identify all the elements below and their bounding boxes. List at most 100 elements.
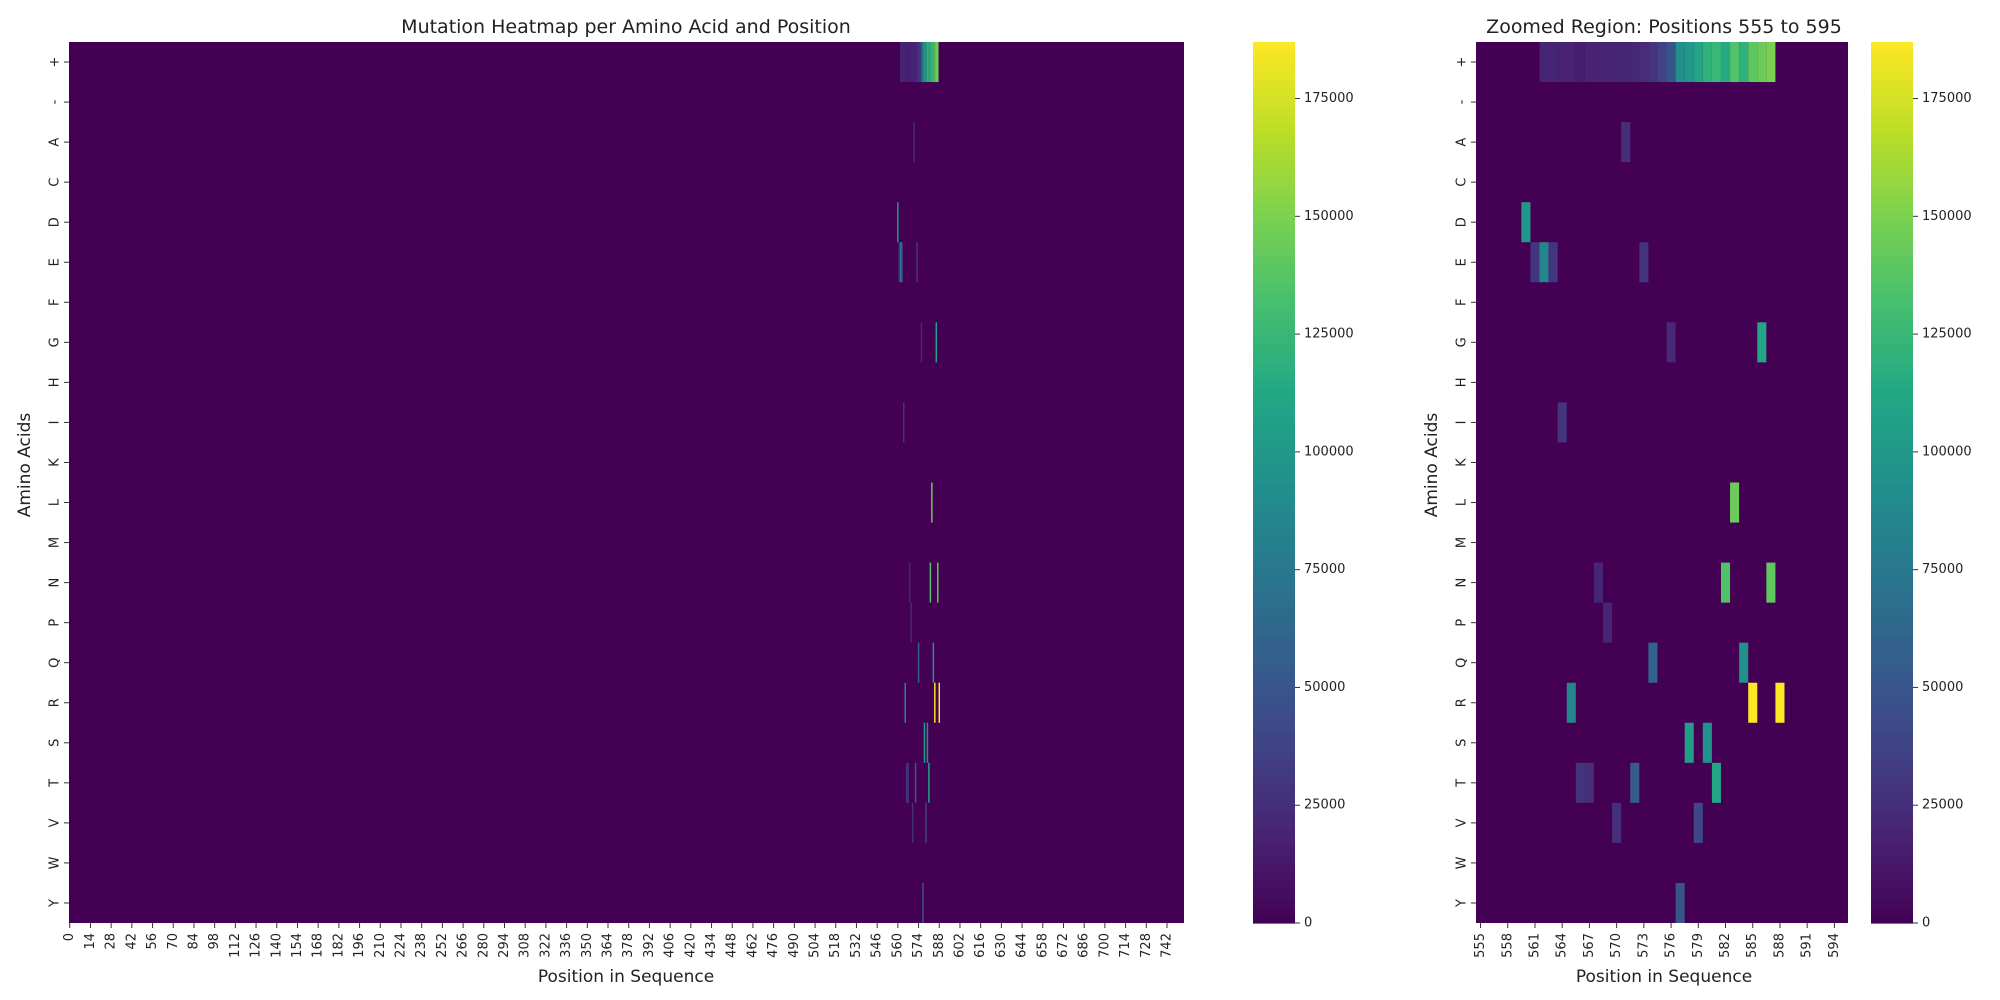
main-colorbar-segment	[1253, 78, 1295, 87]
main-y-tick-label: A	[48, 138, 63, 147]
zoom-colorbar-segment	[1871, 629, 1913, 638]
zoom-colorbar-segment	[1871, 372, 1913, 381]
zoom-heatmap-cell	[1757, 322, 1767, 363]
zoom-heatmap-cell	[1539, 242, 1549, 283]
zoom-heatmap-cells	[1476, 42, 1848, 923]
zoom-colorbar-segment	[1871, 599, 1913, 608]
main-x-tick-label: 658	[1035, 933, 1050, 958]
zoom-heatmap-cell	[1612, 42, 1622, 83]
zoom-colorbar-segment	[1871, 805, 1913, 814]
main-x-tick-label: 644	[1015, 933, 1030, 958]
zoom-colorbar-segment	[1871, 394, 1913, 403]
zoom-heatmap-cell	[1630, 42, 1640, 83]
main-colorbar-segment	[1253, 746, 1295, 755]
main-colorbar-segment	[1253, 108, 1295, 117]
main-colorbar-segment	[1253, 820, 1295, 829]
main-x-tick-label: 126	[249, 933, 264, 958]
zoom-colorbar-tick-label: 125000	[1922, 327, 1972, 342]
main-colorbar-segment	[1253, 504, 1295, 513]
main-heatmap-background	[69, 42, 1184, 923]
zoom-heatmap-cell	[1612, 802, 1622, 843]
main-y-tick-label: T	[48, 779, 63, 788]
zoom-colorbar-segment	[1871, 820, 1913, 829]
main-y-tick-label: Y	[48, 899, 63, 908]
main-heatmap-cell	[917, 42, 920, 83]
zoom-x-tick-label: 573	[1636, 933, 1651, 958]
main-y-tick-label: C	[48, 178, 63, 187]
zoom-x-axis-label: Position in Sequence	[1576, 967, 1752, 987]
zoom-y-tick-label: V	[1455, 818, 1470, 827]
main-x-tick-label: 504	[808, 933, 823, 958]
zoom-heatmap-cell	[1657, 42, 1667, 83]
zoom-colorbar-tick-label: 75000	[1922, 562, 1963, 577]
zoom-heatmap-cell	[1730, 482, 1740, 523]
zoom-colorbar-segment	[1871, 849, 1913, 858]
main-y-tick-label: D	[48, 217, 63, 227]
zoom-heatmap-cell	[1548, 242, 1558, 283]
main-x-tick-label: 56	[145, 933, 160, 950]
main-colorbar-segment	[1253, 724, 1295, 733]
zoom-colorbar-segment	[1871, 900, 1913, 909]
main-colorbar-segment	[1253, 834, 1295, 843]
main-colorbar-segment	[1253, 548, 1295, 557]
zoom-y-tick-labels: + - A C D E F G H I K L M N P Q R S T V W Y	[1455, 57, 1476, 908]
main-colorbar-segment	[1253, 276, 1295, 285]
zoom-heatmap-cell	[1739, 642, 1749, 683]
main-y-tick-label: +	[48, 57, 63, 68]
main-x-tick-label: 98	[207, 933, 222, 950]
zoom-heatmap-cell	[1575, 42, 1585, 83]
main-colorbar-segment	[1253, 776, 1295, 785]
main-colorbar: 0 25000 50000 75000 100000 125000 150000 175000	[1253, 42, 1354, 931]
main-colorbar-segment	[1253, 761, 1295, 770]
main-x-tick-label: 196	[352, 933, 367, 958]
main-x-tick-label: 112	[228, 933, 243, 958]
zoom-heatmap-cell	[1693, 802, 1703, 843]
zoom-y-tick-label: E	[1455, 258, 1470, 266]
main-colorbar-segment	[1253, 710, 1295, 719]
zoom-x-tick-label: 591	[1800, 933, 1815, 958]
main-colorbar-segment	[1253, 328, 1295, 337]
main-colorbar-segment	[1253, 900, 1295, 909]
zoom-colorbar-segment	[1871, 100, 1913, 109]
main-heatmap-cell	[928, 42, 930, 83]
main-colorbar-segment	[1253, 908, 1295, 917]
main-colorbar-segment	[1253, 563, 1295, 572]
main-heatmap-cell	[938, 682, 941, 723]
main-heatmap-cell	[926, 722, 929, 763]
zoom-colorbar-segment	[1871, 621, 1913, 630]
main-colorbar-segment	[1253, 768, 1295, 777]
zoom-heatmap-cell	[1711, 42, 1721, 83]
zoom-colorbar-segment	[1871, 313, 1913, 322]
zoom-x-tick-label: 564	[1555, 933, 1570, 958]
zoom-colorbar-segment	[1871, 878, 1913, 887]
main-heatmap-cell	[920, 322, 923, 363]
zoom-colorbar-segment	[1871, 328, 1913, 337]
main-heatmap-cell	[922, 42, 924, 83]
zoom-colorbar-segment	[1871, 203, 1913, 212]
main-x-tick-label: 448	[725, 933, 740, 958]
main-x-tick-label: 84	[186, 933, 201, 950]
main-colorbar-segment	[1253, 585, 1295, 594]
main-heatmap-cell	[907, 42, 909, 83]
main-colorbar-segment	[1253, 130, 1295, 139]
zoom-heatmap-cell	[1593, 42, 1604, 83]
zoom-heatmap-cell	[1666, 322, 1676, 363]
main-colorbar-segment	[1253, 240, 1295, 249]
main-x-tick-label: 630	[994, 933, 1009, 958]
zoom-colorbar-segment	[1871, 673, 1913, 682]
main-colorbar-segment	[1253, 790, 1295, 799]
main-colorbar-segment	[1253, 313, 1295, 322]
main-colorbar-segment	[1253, 254, 1295, 263]
zoom-colorbar-segment	[1871, 555, 1913, 564]
zoom-colorbar-segment	[1871, 379, 1913, 388]
main-heatmap-cell	[937, 42, 939, 83]
main-colorbar-segment	[1253, 460, 1295, 469]
zoom-colorbar-segment	[1871, 247, 1913, 256]
main-x-tick-label: 434	[704, 933, 719, 958]
main-colorbar-segment	[1253, 864, 1295, 873]
main-heatmap-cell	[905, 762, 908, 803]
zoom-colorbar-segment	[1871, 688, 1913, 697]
zoom-heatmap-cell	[1666, 42, 1676, 83]
zoom-colorbar-segment	[1871, 276, 1913, 285]
main-heatmap-cell	[916, 42, 918, 83]
